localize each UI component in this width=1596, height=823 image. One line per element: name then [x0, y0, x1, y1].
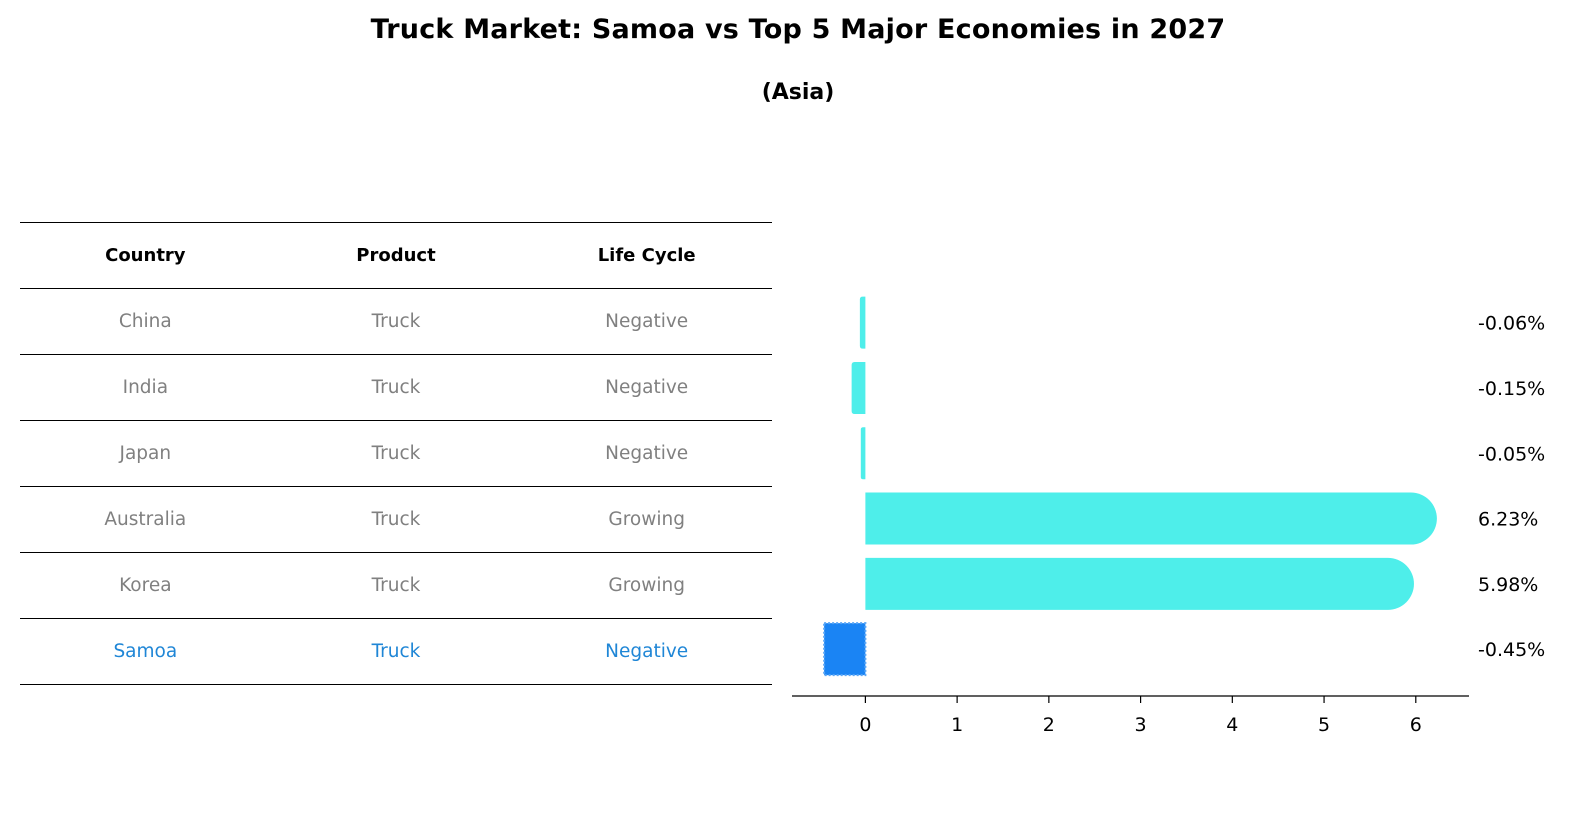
x-ticks: 0 1 2 3 4 5 6 [859, 696, 1422, 736]
value-label-korea: 5.98% [1478, 574, 1538, 596]
table-row: Korea Truck Growing [20, 552, 772, 619]
value-label-china: -0.06% [1478, 313, 1545, 335]
x-tick-label: 3 [1135, 714, 1147, 736]
bar-china [859, 296, 866, 349]
cell-life-cycle: Growing [521, 552, 772, 619]
bars-layer [823, 296, 1437, 677]
value-labels: -0.06% -0.15% -0.05% 6.23% 5.98% -0.45% [1478, 313, 1545, 662]
header-country: Country [20, 222, 271, 289]
table-row: Japan Truck Negative [20, 420, 772, 487]
cell-product: Truck [270, 354, 522, 421]
header-life-cycle: Life Cycle [521, 222, 772, 289]
chart-title: Truck Market: Samoa vs Top 5 Major Econo… [370, 14, 1226, 45]
value-label-australia: 6.23% [1478, 509, 1538, 531]
x-tick-label: 4 [1226, 714, 1238, 736]
cell-product: Truck [270, 420, 522, 487]
cell-country: Japan [20, 420, 271, 487]
cell-life-cycle: Negative [521, 618, 772, 685]
bar-india [851, 361, 866, 414]
value-label-samoa: -0.45% [1478, 639, 1545, 661]
x-tick-label: 2 [1043, 714, 1055, 736]
bar-samoa [823, 622, 867, 677]
table-row: China Truck Negative [20, 288, 772, 355]
cell-product: Truck [270, 288, 522, 355]
cell-product: Truck [270, 618, 522, 685]
x-tick-label: 6 [1410, 714, 1422, 736]
cell-country: China [20, 288, 271, 355]
value-label-japan: -0.05% [1478, 443, 1545, 465]
cell-product: Truck [270, 486, 522, 553]
cell-life-cycle: Growing [521, 486, 772, 553]
cell-life-cycle: Negative [521, 288, 772, 355]
cell-country: Samoa [20, 618, 271, 685]
bar-japan [860, 427, 866, 480]
table-row: India Truck Negative [20, 354, 772, 421]
table-row: Australia Truck Growing [20, 486, 772, 553]
x-tick-label: 1 [951, 714, 963, 736]
cell-country: India [20, 354, 271, 421]
bar-korea [865, 557, 1414, 610]
cell-life-cycle: Negative [521, 420, 772, 487]
cell-country: Korea [20, 552, 271, 619]
value-label-india: -0.15% [1478, 378, 1545, 400]
cell-country: Australia [20, 486, 271, 553]
header-product: Product [270, 222, 522, 289]
cell-product: Truck [270, 552, 522, 619]
comparison-table: Country Product Life Cycle China Truck N… [20, 222, 772, 685]
table-header-row: Country Product Life Cycle [20, 222, 772, 289]
x-tick-label: 5 [1318, 714, 1330, 736]
cell-life-cycle: Negative [521, 354, 772, 421]
chart-subtitle: (Asia) [761, 80, 835, 105]
bar-australia [865, 492, 1437, 545]
table-row-highlighted: Samoa Truck Negative [20, 618, 772, 685]
x-tick-label: 0 [859, 714, 871, 736]
